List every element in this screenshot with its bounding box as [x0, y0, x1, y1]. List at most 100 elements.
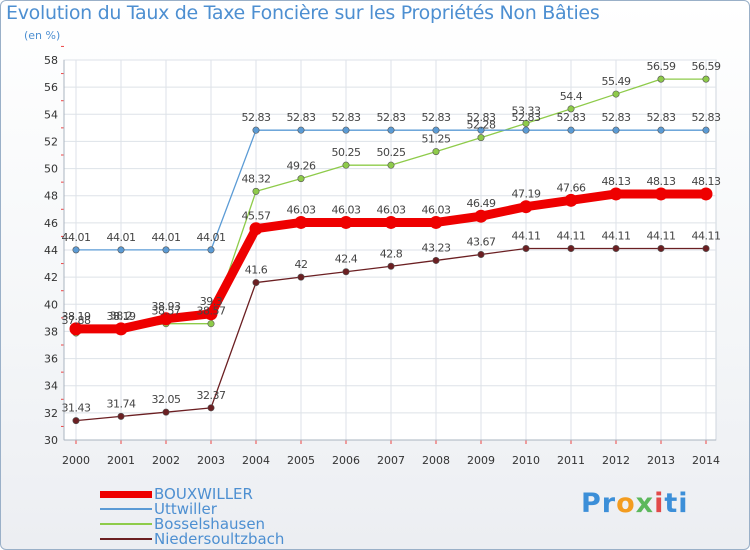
chart-title: Evolution du Taux de Taxe Foncière sur l… [6, 2, 600, 24]
data-point-bosselshausen [477, 134, 485, 142]
data-label-niedersoultzbach: 43.23 [422, 241, 451, 254]
x-tick-label: 2001 [107, 454, 135, 467]
data-label-uttwiller: 52.83 [512, 111, 541, 124]
data-point-uttwiller [432, 126, 440, 134]
data-point-niedersoultzbach [117, 412, 125, 420]
data-point-uttwiller [72, 246, 80, 254]
data-label-bouxwiller: 47.19 [512, 188, 541, 201]
data-label-bosselshausen: 38.57 [152, 305, 181, 318]
data-label-bouxwiller: 38.93 [152, 300, 181, 313]
data-point-bosselshausen [297, 175, 305, 183]
y-tick-label: 38 [44, 325, 58, 338]
x-tick-label: 2006 [332, 454, 360, 467]
data-label-uttwiller: 44.01 [62, 231, 91, 244]
data-label-bosselshausen: 51.25 [422, 133, 451, 146]
x-tick-label: 2003 [197, 454, 225, 467]
legend-label: Niedersoultzbach [154, 530, 285, 548]
data-label-niedersoultzbach: 42 [295, 258, 308, 271]
x-tick-label: 2013 [647, 454, 675, 467]
data-label-bouxwiller: 48.13 [602, 175, 631, 188]
data-label-niedersoultzbach: 31.43 [62, 402, 91, 415]
data-point-bosselshausen [342, 161, 350, 169]
data-point-bouxwiller [609, 187, 623, 201]
data-label-bosselshausen: 49.26 [287, 160, 316, 173]
data-point-bosselshausen [612, 90, 620, 98]
data-point-bouxwiller [474, 209, 488, 223]
data-point-bouxwiller [339, 215, 353, 229]
x-tick-label: 2010 [512, 454, 540, 467]
legend-item-bosselshausen[interactable]: Bosselshausen [100, 515, 265, 533]
data-label-bouxwiller: 46.03 [422, 203, 451, 216]
data-point-bouxwiller [699, 187, 713, 201]
data-point-bouxwiller [114, 322, 128, 336]
y-tick-label: 34 [44, 380, 58, 393]
data-point-niedersoultzbach [297, 273, 305, 281]
data-label-niedersoultzbach: 44.11 [512, 230, 541, 243]
data-point-uttwiller [657, 126, 665, 134]
data-label-bouxwiller: 48.13 [647, 175, 676, 188]
data-label-bosselshausen: 56.59 [647, 60, 676, 73]
data-label-uttwiller: 44.01 [107, 231, 136, 244]
axes: 30 32 34 36 38 40 42 44 46 48 50 52 54 56 58 2000 2001 20… [44, 45, 720, 467]
data-point-bouxwiller [249, 222, 263, 236]
data-point-uttwiller [162, 246, 170, 254]
data-point-uttwiller [207, 246, 215, 254]
data-label-niedersoultzbach: 44.11 [557, 230, 586, 243]
y-tick-label: 52 [44, 135, 58, 148]
data-point-uttwiller [252, 126, 260, 134]
x-tick-label: 2007 [377, 454, 405, 467]
legend-swatch [100, 490, 152, 498]
y-tick-label: 58 [44, 54, 58, 67]
data-label-uttwiller: 52.83 [467, 111, 496, 124]
data-label-bosselshausen: 54.4 [560, 90, 583, 103]
data-label-niedersoultzbach: 44.11 [692, 230, 721, 243]
y-tick-label: 56 [44, 81, 58, 94]
x-tick-label: 2002 [152, 454, 180, 467]
legend-item-niedersoultzbach[interactable]: Niedersoultzbach [100, 530, 285, 548]
legend-item-uttwiller[interactable]: Uttwiller [100, 500, 217, 518]
data-point-bouxwiller [294, 215, 308, 229]
data-label-niedersoultzbach: 32.05 [152, 393, 181, 406]
y-tick-label: 40 [44, 298, 58, 311]
data-point-bosselshausen [657, 75, 665, 83]
data-point-bouxwiller [519, 200, 533, 214]
data-point-bosselshausen [432, 148, 440, 156]
y-tick-label: 48 [44, 190, 58, 203]
data-label-bosselshausen: 50.25 [332, 146, 361, 159]
data-label-bouxwiller: 39.3 [200, 295, 223, 308]
data-point-niedersoultzbach [72, 417, 80, 425]
legend-label: Uttwiller [154, 500, 217, 518]
data-point-niedersoultzbach [657, 245, 665, 253]
data-label-uttwiller: 52.83 [332, 111, 361, 124]
data-label-bouxwiller: 38.19 [62, 310, 91, 323]
data-label-bouxwiller: 46.03 [377, 203, 406, 216]
legend-item-bouxwiller[interactable]: BOUXWILLER [100, 485, 253, 503]
data-point-bosselshausen [702, 75, 710, 83]
data-point-niedersoultzbach [342, 268, 350, 276]
data-label-bosselshausen: 38.2 [110, 310, 133, 323]
data-point-niedersoultzbach [702, 245, 710, 253]
legend-swatch [100, 538, 152, 540]
proxiti-logo: Proxiti [581, 488, 689, 519]
data-label-bouxwiller: 46.03 [332, 203, 361, 216]
data-point-niedersoultzbach [207, 404, 215, 412]
data-label-bosselshausen: 55.49 [602, 75, 631, 88]
unit-label: (en %) [24, 29, 61, 42]
data-label-uttwiller: 44.01 [197, 231, 226, 244]
y-tick-label: 54 [44, 108, 58, 121]
x-tick-label: 2012 [602, 454, 630, 467]
data-label-niedersoultzbach: 31.74 [107, 397, 136, 410]
data-label-niedersoultzbach: 42.8 [380, 247, 403, 260]
legend-swatch [100, 508, 152, 510]
x-tick-label: 2000 [62, 454, 90, 467]
data-label-niedersoultzbach: 41.6 [245, 264, 268, 277]
data-label-bosselshausen: 56.59 [692, 60, 721, 73]
y-tick-label: 46 [44, 217, 58, 230]
data-point-bosselshausen [567, 105, 575, 113]
data-point-bouxwiller [429, 215, 443, 229]
data-point-bosselshausen [252, 187, 260, 195]
data-point-uttwiller [117, 246, 125, 254]
data-label-niedersoultzbach: 42.4 [335, 253, 358, 266]
data-label-uttwiller: 52.83 [692, 111, 721, 124]
